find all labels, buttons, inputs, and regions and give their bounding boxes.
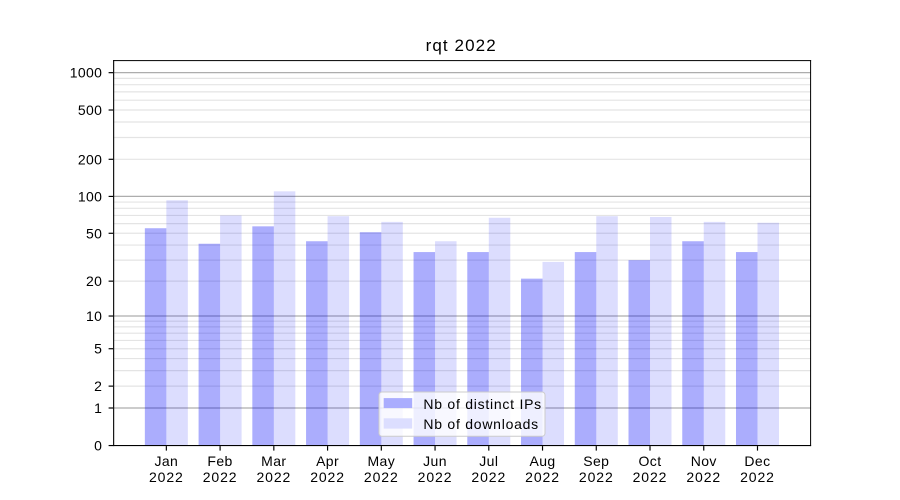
svg-text:Feb: Feb bbox=[207, 453, 232, 469]
svg-text:500: 500 bbox=[78, 102, 102, 118]
svg-text:1000: 1000 bbox=[70, 65, 103, 81]
svg-text:2022: 2022 bbox=[579, 469, 614, 485]
svg-text:2022: 2022 bbox=[686, 469, 721, 485]
svg-text:2022: 2022 bbox=[364, 469, 399, 485]
svg-text:Jun: Jun bbox=[423, 453, 447, 469]
svg-text:2022: 2022 bbox=[633, 469, 668, 485]
svg-text:2022: 2022 bbox=[418, 469, 453, 485]
svg-text:Dec: Dec bbox=[744, 453, 770, 469]
svg-text:Aug: Aug bbox=[529, 453, 555, 469]
svg-text:Mar: Mar bbox=[261, 453, 286, 469]
svg-text:Nb of downloads: Nb of downloads bbox=[423, 416, 539, 432]
svg-text:2022: 2022 bbox=[310, 469, 345, 485]
svg-text:10: 10 bbox=[86, 308, 102, 324]
svg-text:20: 20 bbox=[86, 273, 102, 289]
svg-text:Oct: Oct bbox=[639, 453, 662, 469]
svg-text:1: 1 bbox=[94, 400, 102, 416]
svg-text:rqt 2022: rqt 2022 bbox=[426, 36, 497, 55]
svg-text:Jul: Jul bbox=[479, 453, 498, 469]
svg-text:2022: 2022 bbox=[203, 469, 238, 485]
svg-text:Nov: Nov bbox=[691, 453, 717, 469]
svg-text:2: 2 bbox=[94, 378, 102, 394]
svg-text:0: 0 bbox=[94, 438, 102, 454]
svg-text:May: May bbox=[367, 453, 395, 469]
svg-text:2022: 2022 bbox=[525, 469, 560, 485]
svg-text:2022: 2022 bbox=[740, 469, 775, 485]
svg-text:200: 200 bbox=[78, 151, 102, 167]
svg-text:2022: 2022 bbox=[471, 469, 506, 485]
svg-text:Apr: Apr bbox=[316, 453, 339, 469]
svg-text:5: 5 bbox=[94, 341, 102, 357]
svg-text:Sep: Sep bbox=[583, 453, 609, 469]
svg-text:2022: 2022 bbox=[256, 469, 291, 485]
svg-text:50: 50 bbox=[86, 225, 102, 241]
svg-text:2022: 2022 bbox=[149, 469, 184, 485]
svg-text:Jan: Jan bbox=[154, 453, 178, 469]
svg-text:Nb of distinct IPs: Nb of distinct IPs bbox=[423, 396, 542, 412]
svg-text:100: 100 bbox=[78, 188, 102, 204]
